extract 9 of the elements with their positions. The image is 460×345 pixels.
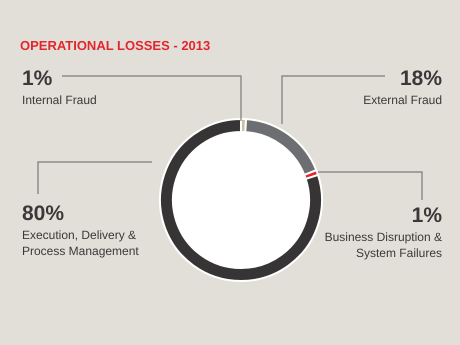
slice-label: Business Disruption & System Failures [324,230,442,260]
slice-label: External Fraud [363,93,442,107]
slice-label: Internal Fraud [22,93,97,107]
data-label: 1% [22,67,53,90]
data-label: 80% [22,202,64,225]
data-label: 18% [400,67,442,90]
data-label: 1% [412,204,442,227]
slice-label: Execution, Delivery & Process Management [22,228,140,258]
chart-title: OPERATIONAL LOSSES - 2013 [20,38,210,53]
